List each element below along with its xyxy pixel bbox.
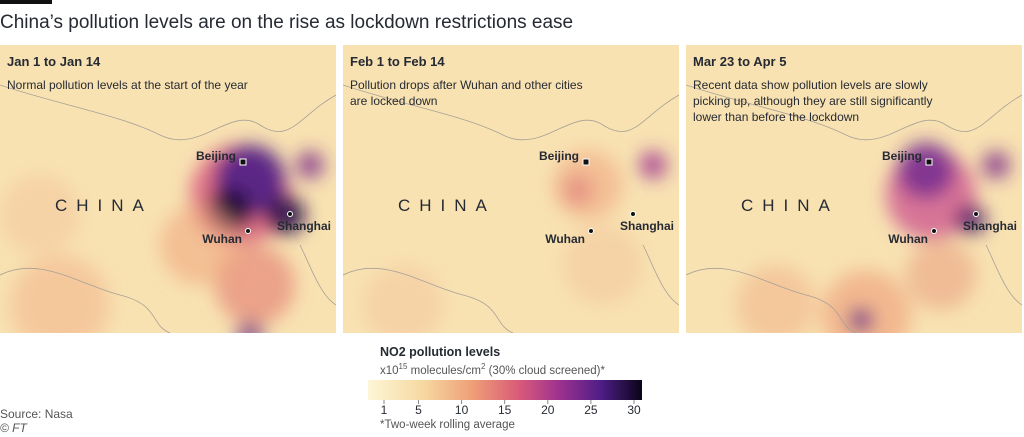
pollution-area (563, 175, 593, 205)
panel-caption: lower than before the lockdown (693, 110, 859, 124)
country-label: CHINA (741, 196, 839, 215)
pollution-area (898, 142, 954, 198)
legend-tick-label: 30 (627, 403, 641, 417)
city-marker (973, 211, 979, 217)
city-label: Shanghai (963, 219, 1017, 233)
panels: Jan 1 to Jan 14 Normal pollution levels a… (0, 45, 1022, 333)
legend-tick-label: 15 (498, 403, 512, 417)
city-label: Wuhan (202, 232, 242, 246)
panel-period: Mar 23 to Apr 5 (693, 54, 786, 69)
pollution-area (849, 308, 873, 332)
country-label: CHINA (398, 196, 496, 215)
pollution-area (639, 151, 667, 179)
pollution-area (215, 245, 295, 325)
panel-period: Jan 1 to Jan 14 (7, 54, 101, 69)
map (0, 45, 336, 333)
pollution-area (10, 255, 110, 333)
city-marker (630, 211, 636, 217)
city-label: Shanghai (277, 219, 331, 233)
pollution-area (265, 195, 305, 235)
map (343, 45, 679, 333)
pollution-area (821, 270, 911, 333)
legend-title: NO2 pollution levels (380, 345, 500, 359)
panel-caption: Recent data show pollution levels are sl… (693, 78, 928, 92)
country-label: CHINA (55, 196, 153, 215)
city-marker (588, 228, 594, 234)
legend-unit: x1015 molecules/cm2 (30% cloud screened)… (380, 362, 605, 377)
map (686, 45, 1022, 333)
city-label: Beijing (196, 149, 236, 163)
pollution-area (160, 205, 240, 285)
city-marker (287, 211, 293, 217)
legend-tick-label: 20 (541, 403, 555, 417)
panel-caption: are locked down (350, 94, 437, 108)
pollution (0, 145, 324, 333)
title: China’s pollution levels are on the rise… (0, 12, 573, 33)
pollution-area (0, 175, 80, 255)
source: Source: Nasa (0, 407, 73, 421)
border (0, 84, 336, 333)
legend-tick-label: 10 (455, 403, 469, 417)
unit-part: molecules/cm (407, 365, 481, 377)
map-panel: Jan 1 to Jan 14 Normal pollution levels a… (0, 45, 336, 333)
legend-tick-label: 5 (415, 403, 422, 417)
panel-caption: Normal pollution levels at the start of … (7, 78, 248, 92)
city-label: Beijing (882, 149, 922, 163)
unit-part: x10 (380, 365, 399, 377)
city-label: Wuhan (545, 232, 585, 246)
city-label: Wuhan (888, 232, 928, 246)
pollution-area (296, 151, 324, 179)
pollution-area (563, 225, 643, 305)
pollution-area (736, 265, 816, 333)
city-marker (582, 158, 590, 166)
panel-caption: picking up, although they are still sign… (693, 94, 932, 108)
color-scale (368, 380, 642, 400)
unit-sup: 15 (399, 362, 408, 371)
pollution-area (906, 240, 976, 310)
city-marker (931, 228, 937, 234)
city-marker (925, 158, 933, 166)
brand-bar (0, 0, 52, 4)
legend-tick-label: 1 (381, 403, 388, 417)
legend: NO2 pollution levels x1015 molecules/cm2… (368, 345, 642, 431)
map-panel: Mar 23 to Apr 5 Recent data show pollutio… (686, 45, 1022, 333)
panel-period: Feb 1 to Feb 14 (350, 54, 445, 69)
city-marker (245, 228, 251, 234)
city-label: Beijing (539, 149, 579, 163)
pollution-area (236, 321, 264, 333)
border (343, 84, 679, 333)
unit-sup: 2 (481, 362, 486, 371)
legend-tick-label: 25 (584, 403, 598, 417)
map-panel: Feb 1 to Feb 14 Pollution drops after Wuh… (343, 45, 679, 333)
panel-caption: Pollution drops after Wuhan and other ci… (350, 78, 583, 92)
border (686, 84, 1022, 333)
city-marker (239, 158, 247, 166)
unit-part: (30% cloud screened)* (485, 365, 605, 377)
pollution (736, 142, 1010, 333)
city-label: Shanghai (620, 219, 674, 233)
pollution-area (982, 151, 1010, 179)
credit: © FT (0, 421, 29, 435)
pollution (363, 150, 667, 333)
pollution-area (363, 265, 443, 333)
legend-note: *Two-week rolling average (380, 419, 515, 431)
